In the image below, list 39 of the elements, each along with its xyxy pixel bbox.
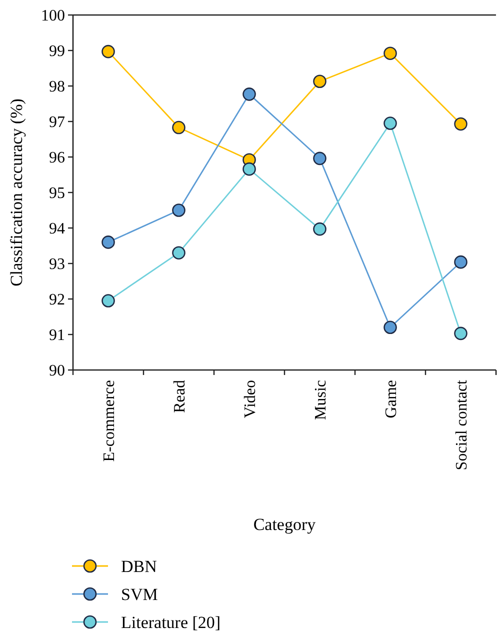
point bbox=[313, 222, 326, 236]
point bbox=[454, 255, 468, 269]
y-tick-label: 97 bbox=[49, 114, 65, 132]
legend-label: SVM bbox=[121, 584, 158, 604]
point bbox=[454, 326, 468, 340]
x-tick-label: Read bbox=[171, 380, 188, 413]
y-tick-label: 100 bbox=[41, 8, 65, 25]
y-tick-label: 99 bbox=[49, 43, 65, 60]
y-tick-label: 90 bbox=[49, 362, 65, 380]
point bbox=[102, 236, 115, 249]
point bbox=[384, 116, 397, 130]
point bbox=[313, 74, 326, 88]
legend-label: Literature [20] bbox=[121, 612, 221, 632]
point bbox=[172, 204, 186, 217]
y-axis-title: Classification accuracy (%) bbox=[7, 98, 26, 286]
point bbox=[454, 117, 468, 131]
legend-label: DBN bbox=[121, 556, 157, 576]
x-axis-title: Category bbox=[253, 515, 316, 534]
point bbox=[172, 120, 186, 134]
y-tick-label: 94 bbox=[49, 220, 65, 238]
y-tick-label: 98 bbox=[49, 78, 65, 96]
y-tick-label: 91 bbox=[49, 327, 65, 344]
x-tick-label: Music bbox=[312, 380, 330, 420]
x-tick-label: E-commerce bbox=[100, 380, 118, 462]
y-tick-label: 92 bbox=[49, 292, 65, 309]
point bbox=[242, 162, 256, 176]
point bbox=[242, 88, 256, 101]
x-tick-label: Social contact bbox=[453, 379, 470, 470]
point bbox=[313, 152, 326, 166]
y-tick-label: 95 bbox=[49, 185, 65, 202]
y-tick-label: 93 bbox=[49, 256, 65, 274]
point bbox=[172, 246, 186, 260]
point bbox=[102, 294, 115, 308]
y-tick-label: 96 bbox=[49, 150, 65, 167]
x-tick-label: Video bbox=[242, 380, 259, 418]
point bbox=[102, 44, 115, 58]
point bbox=[384, 320, 397, 334]
x-tick-label: Game bbox=[382, 380, 400, 418]
point bbox=[384, 46, 397, 60]
